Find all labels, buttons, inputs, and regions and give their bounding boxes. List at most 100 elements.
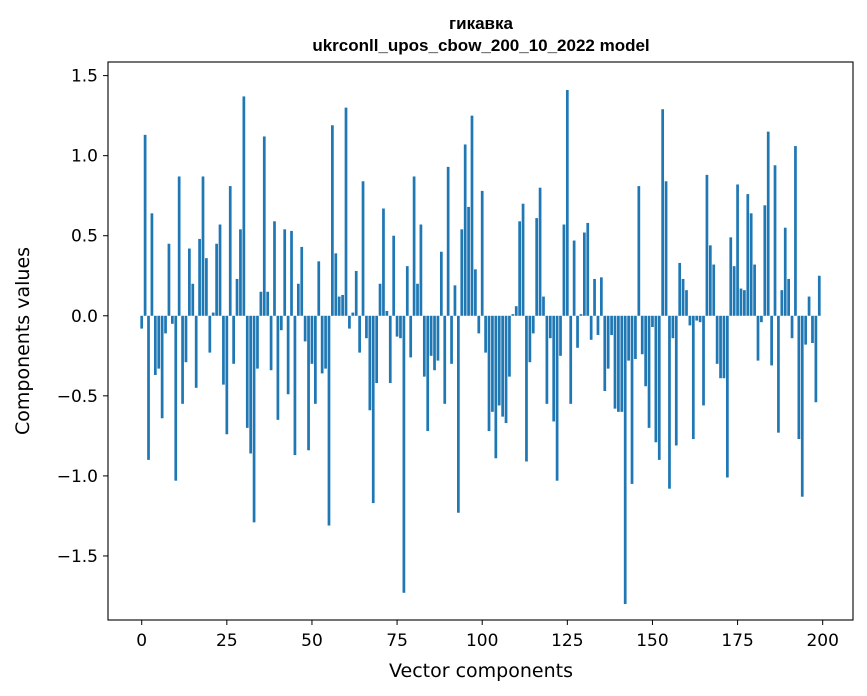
bar-18 xyxy=(201,176,205,316)
bar-99 xyxy=(477,315,481,334)
bar-126 xyxy=(569,315,573,404)
bar-127 xyxy=(572,240,576,316)
bar-19 xyxy=(205,258,208,316)
chart-subtitle: ukrconll_upos_cbow_200_10_2022 model xyxy=(312,36,649,55)
bar-12 xyxy=(181,315,184,404)
bar-103 xyxy=(491,315,494,412)
x-tick-label: 150 xyxy=(636,631,668,651)
bar-135 xyxy=(600,277,603,316)
bar-176 xyxy=(739,288,743,316)
bar-63 xyxy=(354,270,358,316)
bar-180 xyxy=(753,264,756,316)
bar-136 xyxy=(603,315,607,392)
bar-175 xyxy=(736,184,739,316)
x-tick-label: 100 xyxy=(466,631,498,651)
x-tick-label: 25 xyxy=(216,631,238,651)
bar-119 xyxy=(545,315,549,404)
bar-34 xyxy=(256,315,259,369)
bar-178 xyxy=(746,194,750,316)
bar-96 xyxy=(467,206,470,316)
bar-7 xyxy=(164,315,167,334)
bar-43 xyxy=(286,315,290,395)
bar-102 xyxy=(487,315,491,432)
bar-97 xyxy=(470,115,474,316)
bars-layer xyxy=(140,90,821,604)
bar-28 xyxy=(235,278,239,316)
bar-14 xyxy=(188,248,191,316)
bar-144 xyxy=(630,315,634,484)
bar-122 xyxy=(555,315,559,481)
bar-156 xyxy=(671,315,675,339)
bar-140 xyxy=(617,315,620,412)
bar-138 xyxy=(610,315,613,335)
bar-66 xyxy=(365,315,368,339)
bar-26 xyxy=(228,186,232,316)
bar-68 xyxy=(371,315,375,504)
bar-181 xyxy=(756,315,760,361)
bar-189 xyxy=(783,227,787,316)
bar-74 xyxy=(392,235,396,316)
bar-53 xyxy=(320,315,324,374)
bar-116 xyxy=(535,218,539,316)
bar-55 xyxy=(327,315,331,526)
bar-35 xyxy=(259,291,263,316)
x-axis-label: Vector components xyxy=(389,660,573,682)
bar-188 xyxy=(780,290,784,316)
bar-67 xyxy=(368,315,372,411)
bar-16 xyxy=(194,315,198,388)
bar-147 xyxy=(640,315,644,355)
bar-78 xyxy=(405,266,409,316)
bar-54 xyxy=(324,315,327,369)
bar-172 xyxy=(726,315,729,478)
ticks-layer: 0 25 50 75 100 125 150 175 200 −1.5 −1.0 −0.5 0.0 0.5… xyxy=(57,67,839,651)
bar-128 xyxy=(576,315,579,348)
bar-62 xyxy=(351,312,355,316)
bar-27 xyxy=(232,315,235,364)
bar-32 xyxy=(249,315,253,454)
plot-frame xyxy=(107,61,854,621)
bar-137 xyxy=(606,315,610,369)
bar-182 xyxy=(760,315,763,323)
bar-108 xyxy=(508,315,511,377)
bar-179 xyxy=(749,213,753,316)
bar-1 xyxy=(143,134,147,316)
bar-197 xyxy=(811,315,814,343)
bar-40 xyxy=(276,315,280,420)
bar-2 xyxy=(147,315,150,460)
bar-4 xyxy=(153,315,157,376)
bar-46 xyxy=(296,283,300,316)
bar-106 xyxy=(501,315,504,417)
bar-123 xyxy=(559,315,562,356)
bar-153 xyxy=(661,109,665,316)
bar-56 xyxy=(331,125,334,316)
bar-47 xyxy=(300,246,304,316)
bar-88 xyxy=(439,251,443,316)
bar-161 xyxy=(688,315,692,326)
bar-72 xyxy=(385,310,389,316)
bar-114 xyxy=(528,315,532,363)
bar-177 xyxy=(743,290,746,316)
x-tick-label: 175 xyxy=(721,631,753,651)
bar-15 xyxy=(191,283,195,316)
bar-10 xyxy=(174,315,178,481)
bar-155 xyxy=(668,315,671,489)
bar-143 xyxy=(627,315,630,361)
bar-162 xyxy=(691,315,695,440)
bar-141 xyxy=(620,315,624,412)
x-tick-label: 50 xyxy=(301,631,323,651)
bar-86 xyxy=(433,315,436,371)
bar-90 xyxy=(446,166,450,316)
bar-31 xyxy=(245,315,249,428)
bar-109 xyxy=(511,314,515,316)
chart-title: гикавка xyxy=(449,14,513,33)
bar-168 xyxy=(712,264,716,316)
bar-91 xyxy=(450,315,453,364)
bar-194 xyxy=(800,315,804,497)
bar-107 xyxy=(504,315,508,424)
bar-33 xyxy=(252,315,256,523)
bar-187 xyxy=(777,315,780,433)
y-tick-label: −1.0 xyxy=(57,467,98,487)
bar-167 xyxy=(708,245,712,316)
bar-64 xyxy=(358,315,361,353)
